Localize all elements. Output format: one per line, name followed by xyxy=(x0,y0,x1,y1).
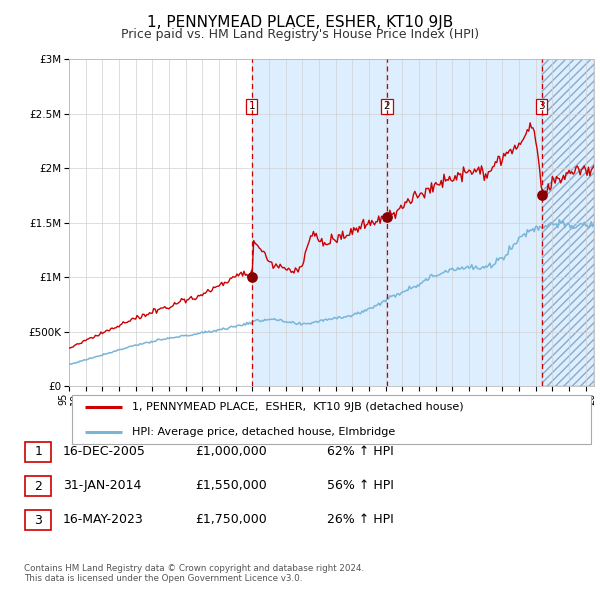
Text: 1: 1 xyxy=(34,445,43,458)
Text: 56% ↑ HPI: 56% ↑ HPI xyxy=(327,479,394,492)
Text: Price paid vs. HM Land Registry's House Price Index (HPI): Price paid vs. HM Land Registry's House … xyxy=(121,28,479,41)
Text: 16-DEC-2005: 16-DEC-2005 xyxy=(63,445,146,458)
Bar xyxy=(251,59,387,386)
Text: £1,750,000: £1,750,000 xyxy=(195,513,267,526)
Text: 2: 2 xyxy=(34,480,43,493)
Bar xyxy=(542,59,594,386)
FancyBboxPatch shape xyxy=(25,476,52,496)
FancyBboxPatch shape xyxy=(25,442,52,462)
Text: HPI: Average price, detached house, Elmbridge: HPI: Average price, detached house, Elmb… xyxy=(132,428,395,437)
Text: 1, PENNYMEAD PLACE,  ESHER,  KT10 9JB (detached house): 1, PENNYMEAD PLACE, ESHER, KT10 9JB (det… xyxy=(132,402,464,411)
Text: 3: 3 xyxy=(34,514,43,527)
Point xyxy=(382,212,392,222)
Text: 1, PENNYMEAD PLACE, ESHER, KT10 9JB: 1, PENNYMEAD PLACE, ESHER, KT10 9JB xyxy=(147,15,453,30)
Text: Contains HM Land Registry data © Crown copyright and database right 2024.
This d: Contains HM Land Registry data © Crown c… xyxy=(24,563,364,583)
Text: 26% ↑ HPI: 26% ↑ HPI xyxy=(327,513,394,526)
Text: £1,000,000: £1,000,000 xyxy=(195,445,267,458)
Text: 1: 1 xyxy=(248,101,255,112)
Text: 3: 3 xyxy=(539,101,545,112)
FancyBboxPatch shape xyxy=(25,510,52,530)
Bar xyxy=(387,59,542,386)
Point xyxy=(247,273,256,282)
Text: 31-JAN-2014: 31-JAN-2014 xyxy=(63,479,142,492)
Text: £1,550,000: £1,550,000 xyxy=(195,479,267,492)
Text: 62% ↑ HPI: 62% ↑ HPI xyxy=(327,445,394,458)
Text: 16-MAY-2023: 16-MAY-2023 xyxy=(63,513,144,526)
Point xyxy=(537,191,547,200)
Text: 2: 2 xyxy=(383,101,391,112)
FancyBboxPatch shape xyxy=(71,395,592,444)
